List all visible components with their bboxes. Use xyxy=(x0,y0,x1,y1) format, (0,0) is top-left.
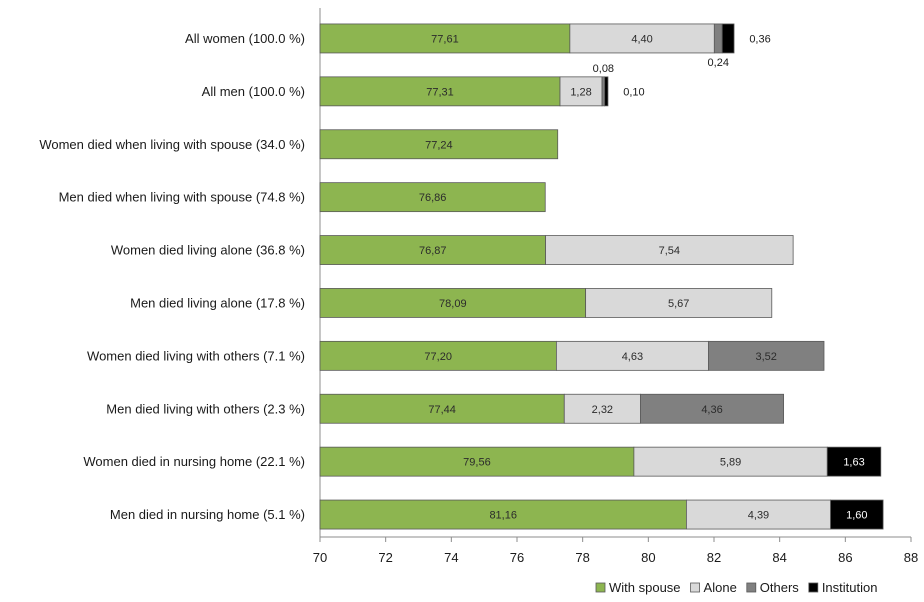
bar-segment-with-spouse xyxy=(319,23,571,54)
bar-segment-alone xyxy=(633,446,828,477)
bar-segment-with-spouse xyxy=(319,393,565,424)
x-tick-label: 86 xyxy=(838,550,852,565)
bar-segment-alone xyxy=(585,288,773,318)
bar-segment-alone xyxy=(559,76,603,107)
data-label: 77,20 xyxy=(424,351,452,363)
category-label: Men died when living with spouse (74.8 %… xyxy=(59,190,305,205)
bar-segment-with-spouse xyxy=(319,182,546,213)
data-label: 1,63 xyxy=(843,457,864,469)
x-tick-label: 78 xyxy=(575,550,589,565)
x-tick-label: 82 xyxy=(707,550,721,565)
category-label: All men (100.0 %) xyxy=(202,84,305,99)
data-label: 77,61 xyxy=(431,33,459,45)
bar-segment-alone xyxy=(545,235,794,265)
category-label: Women died in nursing home (22.1 %) xyxy=(83,454,305,469)
data-label: 77,44 xyxy=(428,404,456,416)
data-label: 1,28 xyxy=(570,86,591,98)
bar-segment-institution xyxy=(604,76,609,107)
data-label: 81,16 xyxy=(489,510,517,522)
bar-segment-with-spouse xyxy=(319,446,635,477)
bar-segment-with-spouse xyxy=(319,340,557,371)
data-label: 76,87 xyxy=(419,245,447,257)
category-label: Men died in nursing home (5.1 %) xyxy=(110,507,305,522)
data-label: 4,63 xyxy=(622,351,643,363)
legend-swatch-others xyxy=(746,582,757,593)
data-label: 4,40 xyxy=(631,33,652,45)
bar-segment-institution xyxy=(830,499,884,530)
bar-segment-alone xyxy=(686,499,831,530)
category-label: Women died living alone (36.8 %) xyxy=(111,243,305,258)
legend-label: With spouse xyxy=(609,580,681,595)
data-label: 4,39 xyxy=(748,510,769,522)
category-label: All women (100.0 %) xyxy=(185,31,305,46)
bar-segment-with-spouse xyxy=(319,76,561,107)
category-label: Men died living alone (17.8 %) xyxy=(130,295,305,310)
x-tick-label: 72 xyxy=(378,550,392,565)
legend-swatch-alone xyxy=(690,582,700,593)
data-label: 0,08 xyxy=(593,63,614,75)
data-label: 3,52 xyxy=(755,351,776,363)
x-tick-label: 84 xyxy=(772,550,786,565)
bar-segment-with-spouse xyxy=(319,235,546,265)
legend-label: Others xyxy=(760,580,800,595)
data-label: 0,10 xyxy=(623,86,644,98)
bar-segment-institution xyxy=(826,446,882,477)
bar-segment-institution xyxy=(721,23,735,54)
data-label: 79,56 xyxy=(463,457,491,469)
legend-label: Alone xyxy=(704,580,737,595)
data-label: 77,24 xyxy=(425,139,453,151)
data-label: 78,09 xyxy=(439,298,467,310)
data-label: 5,67 xyxy=(668,298,689,310)
data-label: 76,86 xyxy=(419,192,447,204)
bar-segment-others xyxy=(713,23,723,54)
data-label: 7,54 xyxy=(659,245,680,257)
category-label: Women died living with others (7.1 %) xyxy=(87,348,305,363)
bar-segment-with-spouse xyxy=(319,129,559,160)
category-label: Women died when living with spouse (34.0… xyxy=(39,137,305,152)
x-tick-label: 88 xyxy=(904,550,918,565)
x-tick-label: 74 xyxy=(444,550,458,565)
legend-swatch-with-spouse xyxy=(595,582,606,593)
data-label: 1,60 xyxy=(846,510,867,522)
legend-label: Institution xyxy=(822,580,878,595)
data-label: 5,89 xyxy=(720,457,741,469)
bar-segment-with-spouse xyxy=(319,288,587,318)
legend-swatch-institution xyxy=(808,582,819,593)
bar-segment-with-spouse xyxy=(319,499,687,530)
data-label: 2,32 xyxy=(592,404,613,416)
bar-segment-others xyxy=(640,393,785,424)
bar-segment-alone xyxy=(569,23,715,54)
bar-segment-alone xyxy=(563,393,641,424)
data-label: 0,24 xyxy=(708,57,729,69)
x-tick-label: 80 xyxy=(641,550,655,565)
x-tick-label: 70 xyxy=(313,550,327,565)
data-label: 4,36 xyxy=(701,404,722,416)
category-label: Men died living with others (2.3 %) xyxy=(106,401,305,416)
bar-segment-others xyxy=(708,340,825,371)
data-label: 77,31 xyxy=(426,86,454,98)
data-label: 0,36 xyxy=(749,33,770,45)
x-tick-label: 76 xyxy=(510,550,524,565)
